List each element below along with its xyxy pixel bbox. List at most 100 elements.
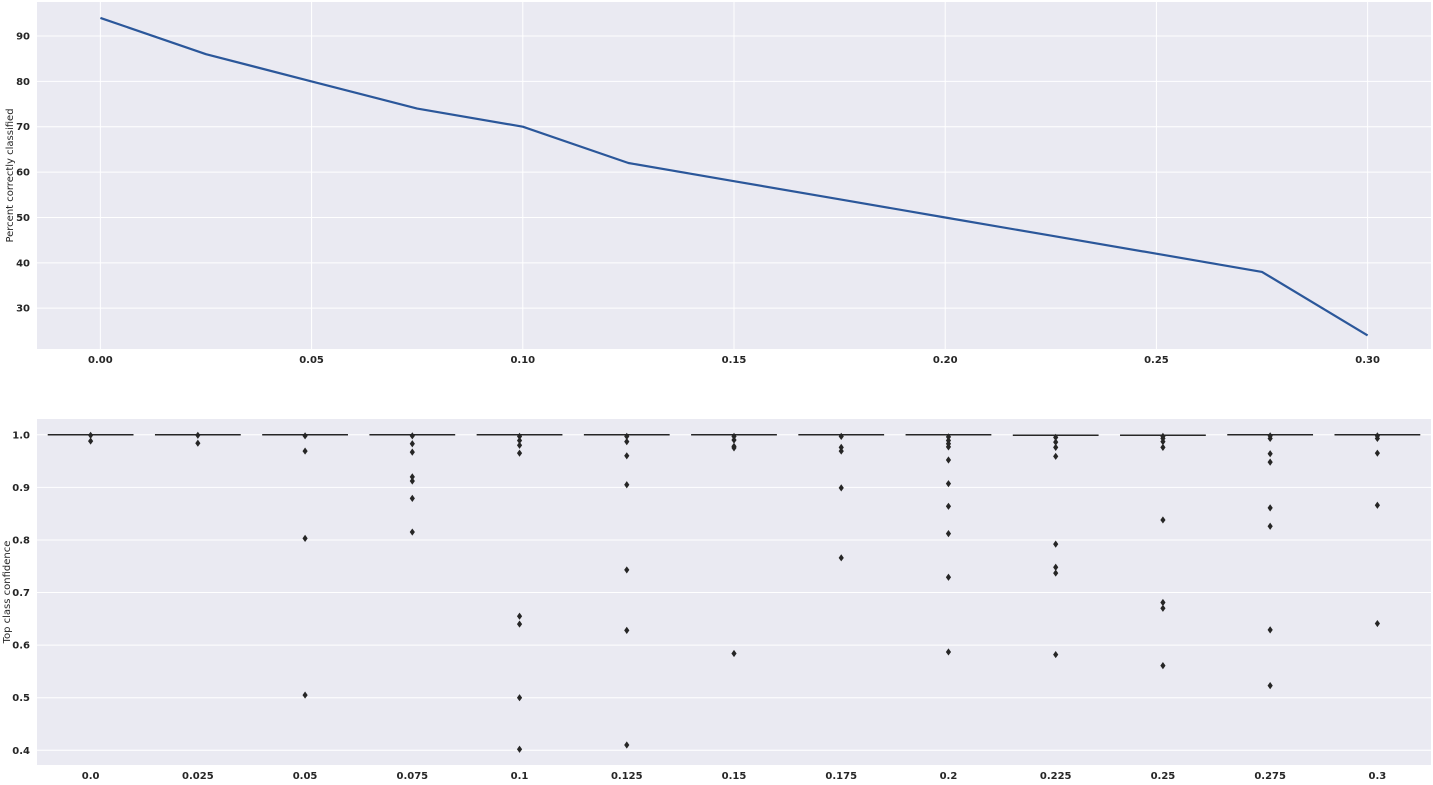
box-outlier-point bbox=[1267, 522, 1273, 530]
box-outlier-point bbox=[624, 566, 630, 574]
box-outlier-point bbox=[409, 473, 415, 481]
box-chart-x-tick-label: 0.125 bbox=[611, 771, 643, 782]
box-outlier-point bbox=[1267, 504, 1273, 512]
box-chart-plot-area bbox=[37, 419, 1431, 765]
box-outlier-point bbox=[1267, 450, 1273, 458]
line-chart-y-tick-labels: 30 40 50 60 70 80 90 bbox=[16, 32, 30, 315]
line-chart-y-tick-label: 70 bbox=[16, 122, 30, 133]
line-chart-y-tick-label: 80 bbox=[16, 77, 30, 88]
box-outlier-point bbox=[516, 612, 523, 620]
box-outlier-point bbox=[516, 694, 523, 702]
box-outlier-point bbox=[838, 484, 844, 492]
box-outlier-point bbox=[409, 494, 415, 503]
box-outlier-point bbox=[1267, 626, 1273, 634]
box-chart-y-tick-labels: 0.4 0.5 0.6 0.7 0.8 0.9 1.0 bbox=[12, 430, 30, 757]
box-chart-x-tick-label: 0.175 bbox=[825, 771, 857, 782]
box-outlier-point bbox=[516, 449, 523, 457]
box-chart-y-tick-label: 0.9 bbox=[12, 483, 30, 494]
box-outlier-point bbox=[731, 432, 737, 440]
box-outlier-point bbox=[516, 745, 523, 753]
box-outlier-point bbox=[1053, 438, 1059, 446]
box-outlier-point bbox=[1267, 681, 1273, 690]
box-chart-x-tick-label: 0.225 bbox=[1040, 771, 1072, 782]
box-chart-y-tick-label: 0.4 bbox=[12, 746, 30, 757]
box-outlier-point bbox=[409, 448, 415, 456]
box-outlier-point bbox=[409, 432, 415, 440]
box-outlier-point bbox=[945, 648, 952, 656]
box-outlier-point bbox=[1374, 501, 1380, 509]
box-outlier-point bbox=[1053, 540, 1059, 548]
box-outlier-point bbox=[1160, 604, 1166, 612]
line-chart-x-tick-label: 0.15 bbox=[722, 355, 747, 366]
box-chart-panel: 0.0 0.025 0.05 0.075 0.1 0.125 0.15 0.175 0.2 0.2… bbox=[2, 419, 1431, 782]
box-chart-x-tick-label: 0.2 bbox=[940, 771, 958, 782]
box-outlier-point bbox=[624, 438, 630, 446]
box-outlier-point bbox=[945, 480, 952, 488]
box-chart-x-tick-label: 0.0 bbox=[82, 771, 100, 782]
box-outlier-point bbox=[1160, 438, 1166, 446]
box-outlier-point bbox=[88, 437, 94, 445]
box-outlier-point bbox=[516, 620, 523, 628]
box-outlier-point bbox=[624, 432, 630, 440]
box-outlier-point bbox=[409, 528, 415, 536]
box-chart-x-tick-label: 0.05 bbox=[293, 771, 318, 782]
box-outlier-point bbox=[302, 534, 308, 542]
box-chart-x-tick-label: 0.3 bbox=[1369, 771, 1387, 782]
box-outlier-point bbox=[409, 477, 415, 485]
box-chart-marks bbox=[47, 431, 1421, 753]
box-outlier-point bbox=[1160, 516, 1166, 524]
box-outlier-point bbox=[945, 433, 952, 441]
box-outlier-point bbox=[1267, 458, 1273, 466]
box-outlier-point bbox=[302, 691, 308, 699]
box-chart-y-tick-label: 0.6 bbox=[12, 641, 30, 652]
box-chart-x-tick-label: 0.25 bbox=[1151, 771, 1176, 782]
box-outlier-point bbox=[1374, 434, 1380, 443]
line-chart-x-tick-labels: 0.00 0.05 0.10 0.15 0.20 0.25 0.30 bbox=[88, 355, 1380, 366]
box-outlier-point bbox=[945, 456, 952, 464]
box-outlier-point bbox=[838, 443, 844, 451]
box-chart-x-tick-label: 0.275 bbox=[1254, 771, 1286, 782]
box-outlier-point bbox=[302, 447, 308, 455]
box-outlier-point bbox=[945, 573, 952, 581]
box-outlier-point bbox=[1160, 598, 1166, 607]
line-chart-gridlines bbox=[37, 2, 1431, 349]
box-chart-x-tick-labels: 0.0 0.025 0.05 0.075 0.1 0.125 0.15 0.175 0.2 0.2… bbox=[82, 771, 1387, 782]
box-outlier-point bbox=[516, 436, 523, 445]
box-outlier-point bbox=[624, 741, 630, 749]
line-chart-y-tick-label: 60 bbox=[16, 168, 30, 179]
box-outlier-point bbox=[945, 530, 952, 538]
box-chart-y-tick-label: 0.5 bbox=[12, 693, 30, 704]
box-outlier-point bbox=[1267, 434, 1273, 443]
line-chart-x-tick-label: 0.20 bbox=[933, 355, 958, 366]
box-outlier-point bbox=[731, 444, 737, 452]
box-chart-y-tick-label: 0.8 bbox=[12, 535, 30, 546]
box-chart-y-tick-label: 1.0 bbox=[12, 430, 30, 441]
line-chart-panel: 0.00 0.05 0.10 0.15 0.20 0.25 0.30 30 40 50 60 70 8… bbox=[5, 2, 1431, 366]
box-outlier-point bbox=[516, 441, 523, 449]
line-chart-y-axis-label: Percent correctly classified bbox=[5, 108, 16, 242]
line-chart-y-tick-label: 50 bbox=[16, 213, 30, 224]
box-chart-x-tick-label: 0.075 bbox=[396, 771, 428, 782]
box-chart-x-tick-label: 0.025 bbox=[182, 771, 214, 782]
box-outlier-point bbox=[1374, 449, 1380, 457]
box-chart-x-tick-label: 0.15 bbox=[722, 771, 747, 782]
line-chart-x-tick-label: 0.05 bbox=[299, 355, 324, 366]
line-chart-marks bbox=[100, 16, 1369, 337]
box-outlier-point bbox=[838, 432, 844, 440]
box-outlier-point bbox=[945, 443, 952, 451]
box-outlier-point bbox=[1053, 650, 1059, 659]
box-outlier-point bbox=[624, 452, 630, 460]
line-chart-x-tick-label: 0.25 bbox=[1144, 355, 1169, 366]
box-outlier-point bbox=[516, 432, 523, 440]
box-outlier-point bbox=[1160, 662, 1166, 670]
box-outlier-point bbox=[1053, 563, 1059, 571]
box-outlier-point bbox=[409, 440, 415, 448]
line-chart-y-tick-label: 90 bbox=[16, 32, 30, 43]
box-chart-y-axis-label: Top class confidence bbox=[2, 541, 13, 645]
line-chart-x-tick-label: 0.30 bbox=[1355, 355, 1380, 366]
box-outlier-point bbox=[88, 431, 94, 439]
box-outlier-point bbox=[1053, 452, 1059, 460]
line-chart-y-tick-label: 30 bbox=[16, 304, 30, 315]
box-outlier-point bbox=[838, 447, 844, 455]
